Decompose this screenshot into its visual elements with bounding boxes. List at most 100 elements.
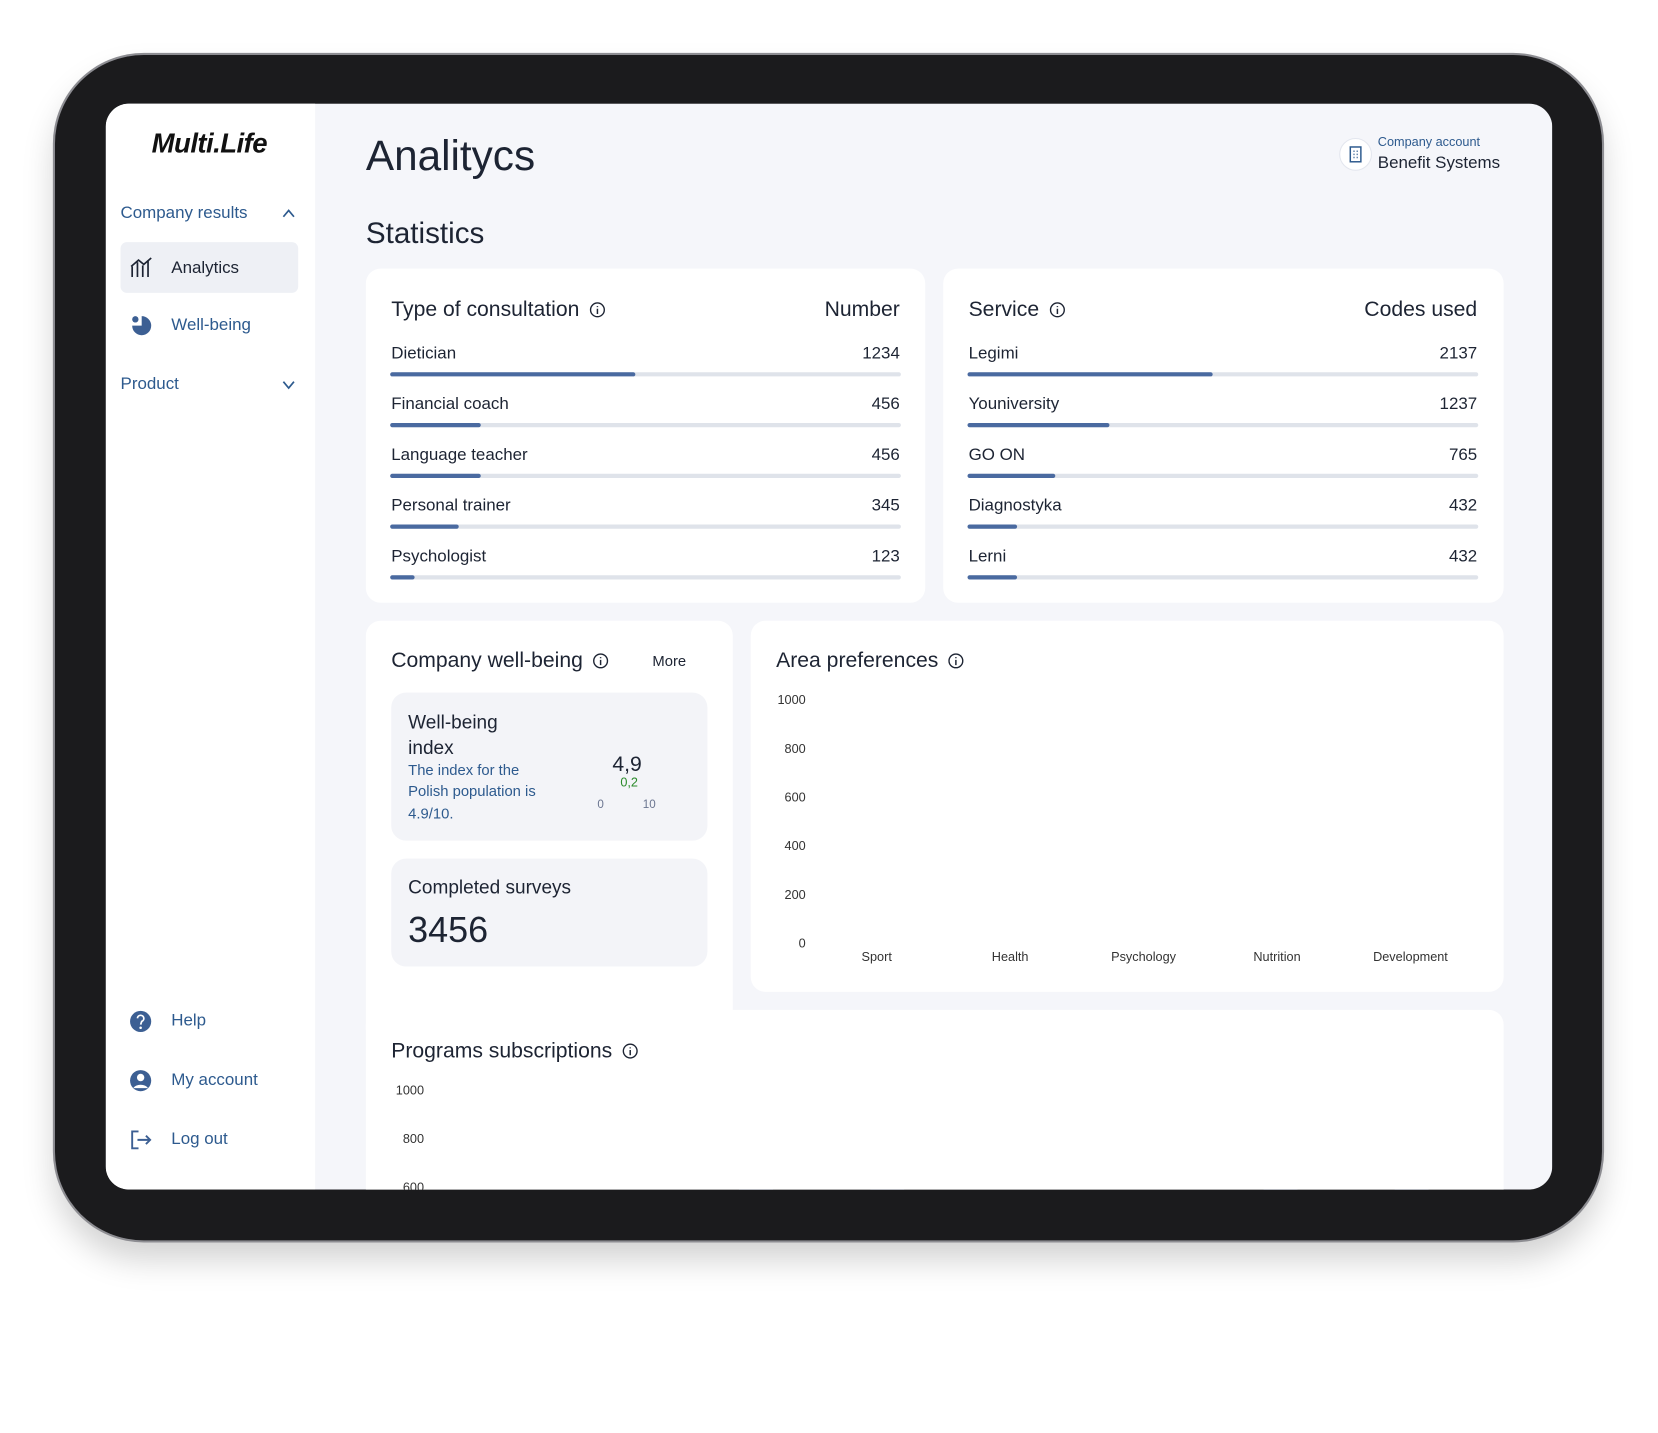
row-value: 456: [871, 395, 900, 414]
menu-item[interactable]: Well-being: [171, 316, 251, 335]
account-name[interactable]: Benefit Systems: [1377, 154, 1501, 173]
logo: Multi.Life: [151, 127, 268, 160]
row-label: Financial coach: [391, 395, 509, 414]
active-item-bg[interactable]: [120, 242, 299, 293]
info-circle: [622, 1043, 638, 1059]
chart-title: Area preferences: [776, 648, 965, 673]
menu-section[interactable]: Company results: [120, 204, 248, 223]
row-value: 432: [1448, 548, 1478, 567]
bar-track: [390, 422, 901, 428]
column-header: Codes used: [1364, 298, 1478, 322]
wellbeing-icon: [132, 316, 152, 336]
bar-fill: [967, 372, 1213, 377]
y-tick-label: 400: [784, 838, 806, 854]
programs-card: [365, 1009, 1504, 1190]
x-tick-label: Sport: [861, 949, 892, 965]
y-tick-label: 800: [784, 741, 806, 756]
menu-item[interactable]: Analytics: [171, 259, 240, 278]
row-label: Youniversity: [968, 395, 1060, 414]
y-tick-label: 200: [784, 886, 806, 902]
row-label: Personal trainer: [391, 497, 511, 516]
account-icon: [130, 1070, 152, 1092]
surveys-title: Completed surveys: [408, 876, 572, 898]
row-label: Lerni: [968, 548, 1007, 567]
bar-track: [967, 575, 1479, 580]
bar-track: [390, 473, 901, 478]
info-circle: [948, 653, 964, 669]
row-value: 1234: [862, 345, 900, 364]
table-title: Service: [969, 297, 1066, 322]
row-label: Dietician: [391, 345, 457, 364]
menu-section[interactable]: Product: [120, 375, 179, 394]
analytics-icon: [130, 257, 152, 278]
y-tick-label: 1000: [395, 1082, 425, 1098]
bar-fill: [967, 524, 1018, 529]
index-text: The index for the Polish population is 4…: [408, 761, 536, 822]
y-tick-label: 600: [784, 789, 806, 805]
label: Service: [968, 298, 1040, 322]
bar-track: [390, 575, 901, 580]
row-value: 765: [1448, 446, 1478, 465]
row-value: 123: [871, 548, 900, 567]
index-change: 0,2: [620, 774, 638, 790]
chevron-up: [282, 209, 295, 218]
logout-icon: [131, 1130, 152, 1150]
x-tick-label: Nutrition: [1253, 949, 1301, 965]
y-tick-label: 800: [402, 1131, 425, 1147]
info-icon[interactable]: [1049, 301, 1066, 318]
footer-item[interactable]: Help: [171, 1012, 207, 1031]
gauge-min: 0: [597, 798, 604, 812]
info-icon[interactable]: [592, 652, 609, 669]
section-title: Statistics: [365, 216, 485, 250]
y-tick-label: 600: [402, 1179, 425, 1195]
x-tick-label: Health: [991, 949, 1029, 965]
surveys-value: 3456: [408, 909, 489, 951]
row-value: 1237: [1439, 395, 1478, 414]
info-circle: [593, 653, 609, 669]
label: Type of consultation: [391, 298, 580, 322]
bar-fill: [390, 575, 415, 580]
info-icon[interactable]: [622, 1043, 639, 1060]
bar-track: [390, 524, 901, 529]
page-title: Analitycs: [365, 133, 536, 180]
bar-track: [967, 524, 1479, 529]
index-value: 4,9: [612, 752, 642, 777]
table-title: Type of consultation: [391, 297, 606, 322]
service-card: [943, 268, 1504, 603]
info-circle: [589, 302, 605, 318]
footer-item[interactable]: My account: [171, 1071, 258, 1090]
bar-fill: [967, 473, 1056, 478]
row-value: 345: [871, 497, 900, 516]
screen: Multi.Life Company results Analytics Well-b…: [105, 103, 1553, 1195]
y-tick-label: 0: [798, 935, 806, 951]
info-icon[interactable]: [589, 301, 606, 318]
help-icon: [130, 1010, 152, 1033]
column-header: Number: [824, 298, 900, 322]
label: Area preferences: [776, 649, 939, 673]
surveys-box: [391, 858, 708, 967]
x-tick-label: Psychology: [1111, 949, 1177, 965]
label: Programs subscriptions: [391, 1039, 613, 1063]
row-label: Language teacher: [391, 446, 528, 465]
row-label: Diagnostyka: [968, 497, 1062, 516]
area-card: [750, 620, 1504, 992]
row-value: 432: [1448, 497, 1478, 516]
x-tick-label: Development: [1373, 949, 1448, 965]
row-value: 2137: [1439, 345, 1478, 364]
info-icon[interactable]: [948, 652, 965, 669]
chevron-down: [282, 381, 295, 390]
index-title: Well-being index: [408, 711, 498, 759]
account-label: Company account: [1377, 134, 1481, 149]
more-link[interactable]: More: [652, 651, 687, 669]
row-label: Legimi: [968, 345, 1019, 364]
bar-track: [967, 473, 1479, 478]
footer-item[interactable]: Log out: [171, 1130, 228, 1149]
device: Multi.Life Company results Analytics Well-b…: [54, 54, 1602, 1241]
company-icon: [1339, 137, 1372, 171]
bar-fill: [390, 524, 459, 529]
bar-fill: [390, 473, 481, 478]
bar-fill: [390, 422, 481, 428]
bar-fill: [967, 575, 1018, 580]
row-label: GO ON: [968, 446, 1025, 465]
card-title: Company well-being: [391, 648, 609, 673]
